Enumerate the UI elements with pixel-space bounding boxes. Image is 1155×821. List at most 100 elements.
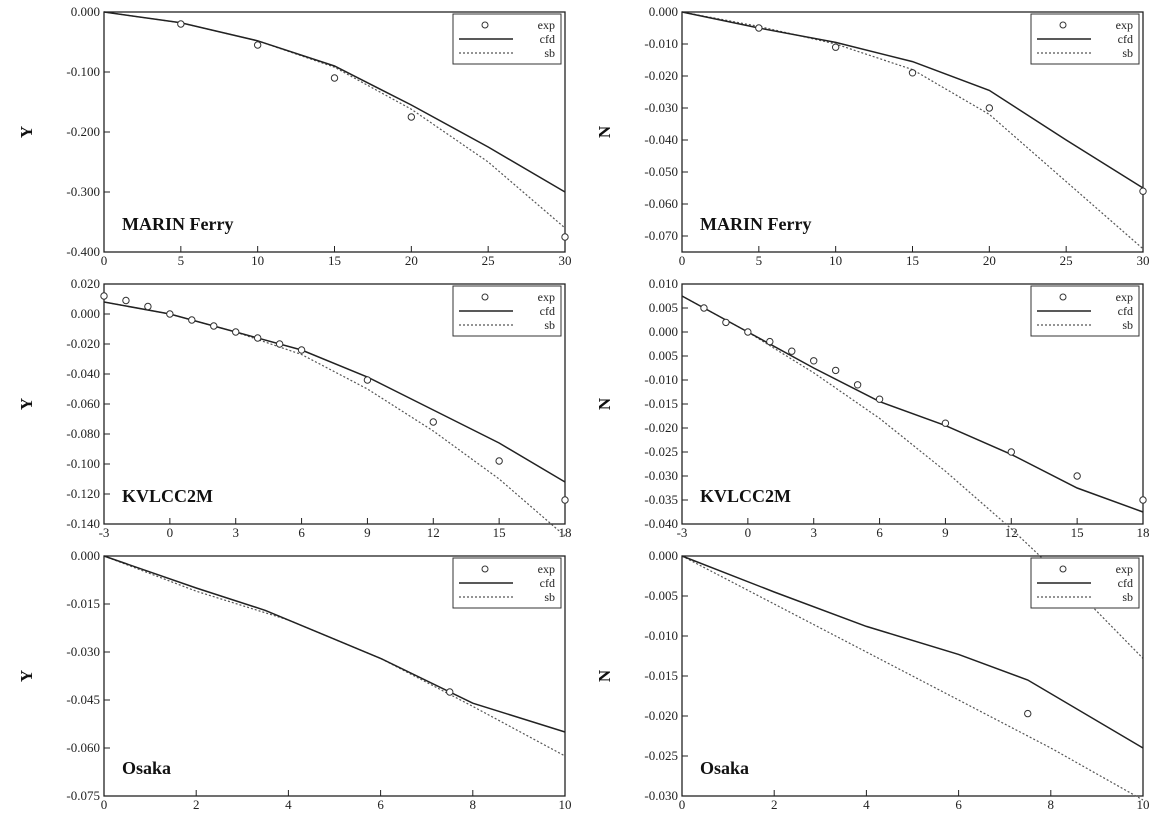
series-exp-point [122, 296, 130, 305]
series-exp-point [1139, 187, 1147, 195]
series-exp-point [1007, 448, 1015, 456]
series-exp-point [407, 113, 416, 121]
series-exp-point [330, 74, 339, 82]
x-tick-label: 4 [863, 797, 870, 812]
x-tick-label: -3 [677, 525, 688, 540]
y-tick-label: -0.200 [66, 124, 100, 139]
series-cfd-line [681, 555, 1144, 749]
series-exp-point [853, 381, 862, 389]
series-exp-point [297, 346, 306, 354]
series-exp-point [561, 233, 569, 241]
x-tick-label: 0 [167, 525, 174, 540]
legend-sb-label: sb [544, 46, 555, 60]
y-tick-label: -0.030 [644, 100, 678, 115]
x-tick-label: 10 [829, 253, 842, 268]
series-exp-point [429, 418, 437, 426]
chart-svg: 0 5 10 15 20 25 30 0.000 -0.100 -0.200 -0.300 -0.40… [17, 4, 572, 268]
y-tick-label: -0.040 [644, 516, 678, 531]
y-tick-label: -0.010 [644, 628, 678, 643]
x-tick-label: 15 [493, 525, 506, 540]
x-tick-label: 10 [251, 253, 264, 268]
x-tick-label: 15 [1071, 525, 1084, 540]
y-tick-label: 0.000 [649, 324, 678, 339]
legend-exp-marker [1059, 21, 1067, 29]
y-tick-label: -0.040 [66, 366, 100, 381]
y-tick-label: -0.025 [644, 748, 678, 763]
x-tick-label: 20 [983, 253, 996, 268]
series-exp-point [985, 104, 994, 112]
x-tick-label: 6 [955, 797, 962, 812]
legend-cfd-label: cfd [540, 576, 555, 590]
x-tick-label: 0 [745, 525, 752, 540]
y-tick-label: -0.015 [644, 668, 678, 683]
legend-sb-label: sb [1122, 318, 1133, 332]
series-exp-point [210, 322, 218, 330]
chart-panel-y-marin: 0 5 10 15 20 25 30 0.000 -0.100 -0.200 -0.300 -0.40… [0, 0, 577, 272]
y-tick-label: -0.020 [644, 420, 678, 435]
x-tick-label: 30 [559, 253, 572, 268]
ship-label: MARIN Ferry [700, 214, 811, 234]
ship-label: KVLCC2M [700, 486, 791, 506]
legend-exp-marker [481, 21, 489, 29]
series-exp-point [275, 340, 284, 348]
series-cfd-line [681, 295, 1144, 513]
x-tick-label: 18 [559, 525, 572, 540]
y-tick-label: -0.140 [66, 516, 100, 531]
y-tick-label: -0.030 [644, 468, 678, 483]
x-tick-label: 0 [679, 253, 686, 268]
series-exp-point [908, 69, 917, 77]
x-tick-label: 12 [1005, 525, 1018, 540]
legend-sb-label: sb [544, 318, 555, 332]
x-tick-label: -3 [99, 525, 110, 540]
series-exp-point [177, 20, 185, 28]
series-exp-point [495, 457, 503, 465]
x-tick-label: 9 [364, 525, 371, 540]
y-tick-label: -0.060 [66, 740, 100, 755]
legend-exp-marker [1059, 565, 1067, 573]
series-cfd-line [103, 301, 566, 483]
series-exp-point [744, 328, 752, 336]
series-cfd-line [103, 555, 566, 733]
y-tick-label: -0.060 [644, 196, 678, 211]
y-tick-label: -0.075 [66, 788, 100, 803]
series-exp-point [700, 304, 708, 312]
ship-label: Osaka [700, 758, 749, 778]
x-tick-label: 0 [679, 797, 686, 812]
series-sb-line [103, 301, 566, 537]
series-exp-point [875, 395, 884, 403]
x-tick-label: 10 [1137, 797, 1150, 812]
series-exp-point [144, 302, 152, 311]
y-tick-label: -0.030 [644, 788, 678, 803]
y-tick-label: 0.020 [71, 276, 100, 291]
y-tick-label: -0.045 [66, 692, 100, 707]
x-tick-label: 2 [771, 797, 778, 812]
y-tick-label: -0.035 [644, 492, 678, 507]
y-axis-title: N [595, 397, 614, 410]
x-tick-label: 2 [193, 797, 200, 812]
legend-exp-label: exp [1116, 290, 1133, 304]
legend-cfd-label: cfd [1118, 32, 1133, 46]
legend-exp-label: exp [538, 18, 555, 32]
x-tick-label: 30 [1137, 253, 1150, 268]
legend-cfd-label: cfd [540, 32, 555, 46]
y-tick-label: -0.020 [644, 708, 678, 723]
chart-svg: 0 2 4 6 8 10 0.000 -0.005 -0.010 -0.015 -0.020 -0.0… [595, 548, 1150, 812]
y-tick-label: -0.015 [66, 596, 100, 611]
series-exp-point [253, 334, 262, 342]
y-tick-label: -0.010 [644, 372, 678, 387]
series-sb-line [681, 555, 1144, 801]
legend-exp-marker [481, 565, 489, 573]
series-exp-point [831, 43, 840, 51]
x-tick-label: 5 [178, 253, 185, 268]
series-exp-point [561, 496, 569, 504]
series-exp-point [766, 337, 774, 346]
y-tick-label: -0.050 [644, 164, 678, 179]
chart-panel-y-kvlcc2m: -3 0 3 6 9 12 15 18 0.020 0.000 -0.020 -0.040 -0.060… [0, 272, 577, 544]
x-tick-label: 15 [906, 253, 919, 268]
y-axis-title: N [595, 669, 614, 682]
chart-panel-n-kvlcc2m: -3 0 3 6 9 12 15 18 0.010 0.005 0.000 0.005 -0.010 -0… [578, 272, 1155, 659]
series-exp-point [831, 366, 840, 375]
y-tick-label: -0.400 [66, 244, 100, 259]
series-exp-point [941, 419, 950, 427]
x-tick-label: 6 [298, 525, 305, 540]
